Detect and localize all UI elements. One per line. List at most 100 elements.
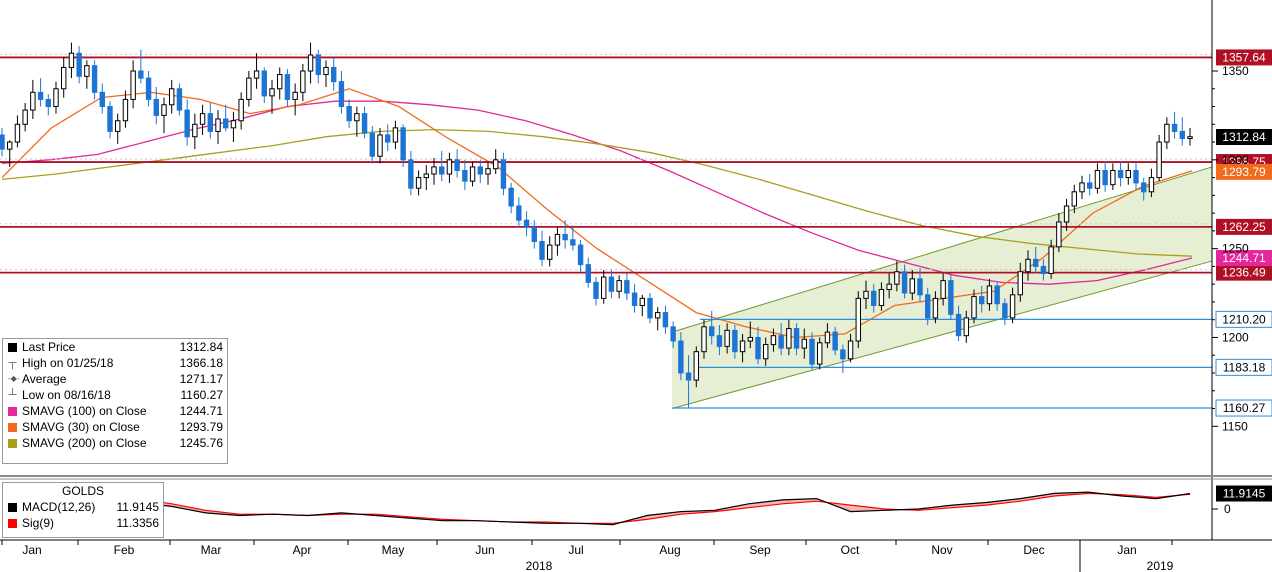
candle-body xyxy=(516,205,522,221)
candle-body xyxy=(238,98,244,122)
candle-body xyxy=(1025,258,1031,273)
candle-body xyxy=(1040,265,1047,275)
candle-body xyxy=(439,166,445,175)
price-tag-label: 1293.79 xyxy=(1222,165,1266,179)
candle-body xyxy=(315,54,321,76)
candle xyxy=(709,310,715,345)
year-label: 2018 xyxy=(526,559,553,572)
month-label: Jun xyxy=(475,543,494,557)
candle-body xyxy=(577,244,584,266)
candle-body xyxy=(1187,136,1193,140)
legend-label: MACD(12,26) xyxy=(22,500,96,514)
candle-body xyxy=(631,292,638,306)
candle xyxy=(385,124,391,151)
candle xyxy=(639,294,645,317)
candle-body xyxy=(145,77,152,100)
candle xyxy=(940,273,946,306)
candle xyxy=(925,287,931,326)
candle xyxy=(832,326,838,356)
y-tick-label: 1350 xyxy=(1222,64,1249,78)
candle xyxy=(655,307,661,331)
candle-body xyxy=(91,65,98,93)
level-tag-label: 1183.18 xyxy=(1223,360,1266,374)
legend-label: SMAVG (200) on Close xyxy=(22,436,147,450)
legend-row-macd: MACD(12,26) 11.9145 xyxy=(3,499,163,515)
candle xyxy=(1033,246,1039,274)
candle-body xyxy=(955,313,962,337)
candle-body xyxy=(385,134,391,143)
y-tick-label: 1200 xyxy=(1222,330,1249,344)
candle xyxy=(199,104,206,135)
price-tag xyxy=(1216,129,1272,146)
candle-body xyxy=(0,134,5,150)
candle xyxy=(971,289,977,324)
candle xyxy=(238,92,244,130)
candle xyxy=(477,159,483,183)
candle-body xyxy=(662,312,669,328)
candle xyxy=(91,60,98,100)
candle-body xyxy=(61,66,67,90)
candle xyxy=(1079,175,1085,199)
candle-body xyxy=(1002,303,1008,319)
candle xyxy=(493,149,499,175)
candle xyxy=(53,81,59,114)
candle xyxy=(793,323,800,356)
legend-value: 11.9145 xyxy=(116,500,160,514)
month-label: Apr xyxy=(293,543,312,557)
candle xyxy=(153,86,159,125)
candle xyxy=(122,90,129,128)
candle-body xyxy=(68,52,75,68)
candle-body xyxy=(824,331,831,344)
candle xyxy=(670,321,676,349)
candle-body xyxy=(493,159,499,170)
candle xyxy=(1087,174,1093,196)
candle xyxy=(354,106,360,137)
candle xyxy=(539,230,545,267)
candle xyxy=(446,152,453,183)
legend-row-low: ┴ Low on 08/16/18 1160.27 xyxy=(3,387,227,403)
candle xyxy=(871,284,877,313)
candle-body xyxy=(817,342,823,365)
month-label: Feb xyxy=(114,543,135,557)
candle xyxy=(300,63,306,102)
candle-body xyxy=(1071,191,1077,207)
candle xyxy=(361,106,368,139)
candle-body xyxy=(1133,169,1139,184)
candlesticks xyxy=(0,42,1193,409)
candle-body xyxy=(446,159,453,175)
candle xyxy=(554,227,561,256)
candle xyxy=(523,211,530,237)
candle-body xyxy=(1094,169,1101,189)
candle-body xyxy=(1048,246,1054,275)
candle xyxy=(1133,163,1139,191)
candle-body xyxy=(585,264,591,283)
candle xyxy=(824,323,831,349)
candle xyxy=(662,305,669,334)
sma30-line xyxy=(1,88,1193,339)
candle-body xyxy=(199,113,206,125)
candle xyxy=(1009,287,1016,324)
candle-body xyxy=(1125,169,1131,179)
candle-body xyxy=(1171,123,1178,132)
legend-swatch xyxy=(8,518,17,528)
candle xyxy=(1141,177,1147,201)
candle xyxy=(909,269,915,301)
candle xyxy=(585,257,591,288)
month-label: Dec xyxy=(1023,543,1044,557)
candle-body xyxy=(1164,123,1170,143)
candle-body xyxy=(840,349,846,360)
candle xyxy=(431,158,437,185)
candle-body xyxy=(624,280,630,294)
candle xyxy=(994,282,1000,311)
level-tag-label: 1236.49 xyxy=(1222,266,1266,280)
level-tag xyxy=(1215,358,1272,376)
level-tag xyxy=(1216,218,1272,235)
candle-body xyxy=(593,281,599,299)
candle xyxy=(269,79,275,114)
legend-row-signal: Sig(9) 11.3356 xyxy=(3,515,163,531)
candle-body xyxy=(338,81,345,108)
candle xyxy=(454,149,460,178)
candle xyxy=(0,127,5,157)
candle xyxy=(400,124,406,167)
candle xyxy=(986,278,993,311)
